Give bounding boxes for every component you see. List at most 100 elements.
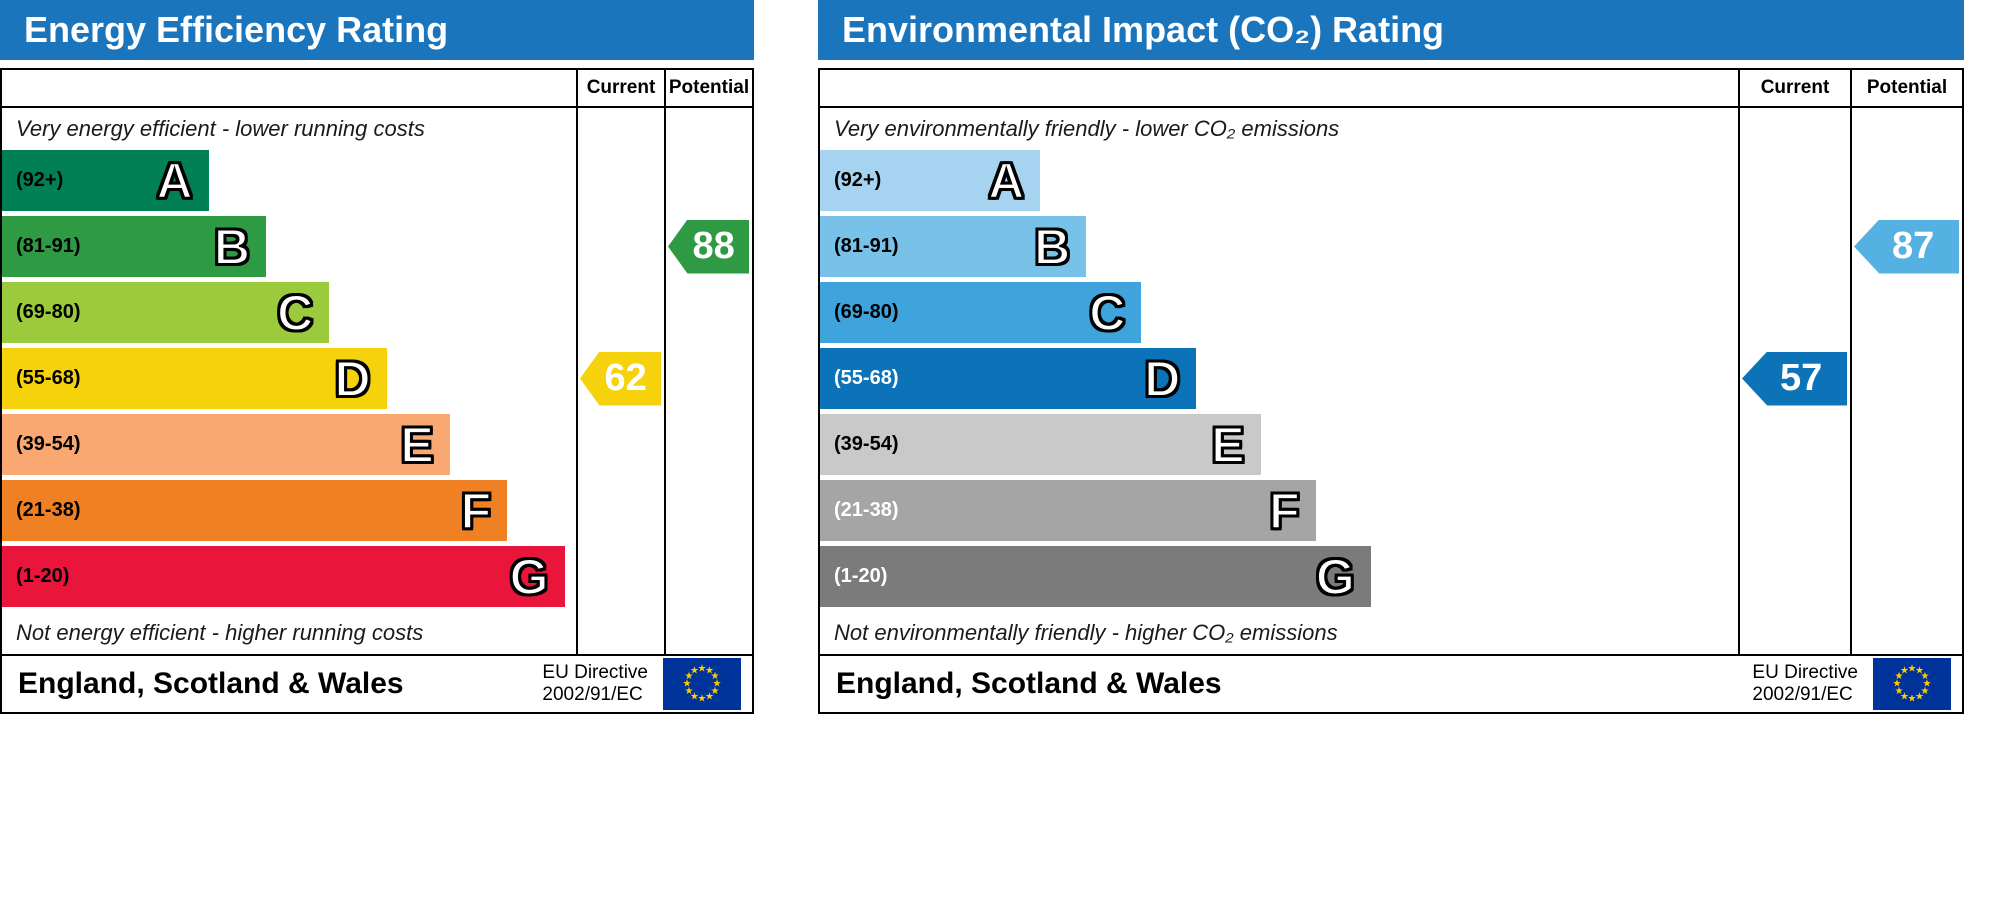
page-title: Energy Efficiency Rating bbox=[24, 9, 449, 50]
band-bar-g: (1-20) G bbox=[2, 546, 565, 607]
band-range: (92+) bbox=[834, 169, 882, 191]
band-letter: E bbox=[399, 416, 434, 473]
band-letter: B bbox=[213, 218, 251, 275]
band-row-e: (39-54) E bbox=[820, 414, 1738, 475]
band-letter: A bbox=[987, 152, 1025, 209]
svg-text:★: ★ bbox=[1921, 686, 1930, 697]
band-row-d: (55-68) D bbox=[820, 348, 1738, 409]
svg-text:★: ★ bbox=[1921, 671, 1930, 682]
svg-text:★: ★ bbox=[1908, 694, 1917, 705]
svg-text:★: ★ bbox=[705, 692, 714, 703]
band-range: (69-80) bbox=[834, 301, 899, 323]
band-row-g: (1-20) G bbox=[820, 546, 1738, 607]
current-rating-value: 62 bbox=[604, 357, 647, 399]
svg-text:★: ★ bbox=[1893, 679, 1902, 690]
eu-directive-line1: EU Directive bbox=[542, 662, 648, 684]
band-letter: C bbox=[1088, 284, 1126, 341]
bottom-note: Not energy efficient - higher running co… bbox=[16, 620, 424, 645]
band-row-g: (1-20) G bbox=[2, 546, 576, 607]
top-note: Very environmentally friendly - lower CO… bbox=[834, 116, 1340, 141]
svg-text:★: ★ bbox=[711, 686, 720, 697]
band-letter: F bbox=[460, 482, 493, 539]
band-range: (39-54) bbox=[16, 433, 81, 455]
svg-text:★: ★ bbox=[685, 671, 694, 682]
current-rating-marker: 62 bbox=[580, 351, 661, 406]
environmental-impact-title-bar: Environmental Impact (CO₂) Rating bbox=[818, 0, 1964, 60]
rating-scale-body: Very energy efficient - lower running co… bbox=[2, 108, 752, 654]
eu-directive-line2: 2002/91/EC bbox=[1752, 684, 1853, 705]
band-bar-c: (69-80) C bbox=[820, 282, 1142, 343]
potential-rating-value: 87 bbox=[1891, 225, 1935, 267]
svg-text:★: ★ bbox=[1895, 686, 1904, 697]
svg-text:★: ★ bbox=[1900, 666, 1909, 677]
svg-text:★: ★ bbox=[1900, 692, 1909, 703]
environmental-impact-panel: Environmental Impact (CO₂) Rating Curren… bbox=[818, 0, 1964, 714]
band-row-b: (81-91) B bbox=[2, 216, 576, 277]
band-range: (81-91) bbox=[16, 235, 81, 257]
current-column: 62 bbox=[576, 108, 664, 654]
svg-text:★: ★ bbox=[713, 679, 722, 690]
column-header-row: Current Potential bbox=[2, 70, 752, 108]
band-row-f: (21-38) F bbox=[820, 480, 1738, 541]
potential-rating-value: 88 bbox=[692, 225, 735, 267]
header-spacer bbox=[820, 70, 1738, 106]
potential-column: 87 bbox=[1850, 108, 1962, 654]
band-row-b: (81-91) B bbox=[820, 216, 1738, 277]
eu-flag-icon: ★ ★ ★ ★ ★ ★ ★ ★ ★ ★ ★ ★ bbox=[663, 658, 741, 710]
energy-efficiency-table: Current Potential Very energy efficient … bbox=[0, 68, 754, 714]
band-row-a: (92+) A bbox=[2, 150, 576, 211]
svg-text:★: ★ bbox=[698, 694, 707, 705]
band-row-d: (55-68) D bbox=[2, 348, 576, 409]
svg-text:★: ★ bbox=[1915, 666, 1924, 677]
band-letter: G bbox=[509, 548, 550, 605]
svg-text:★: ★ bbox=[705, 666, 714, 677]
band-bar-e: (39-54) E bbox=[2, 414, 450, 475]
band-bar-e: (39-54) E bbox=[820, 414, 1261, 475]
band-row-e: (39-54) E bbox=[2, 414, 576, 475]
band-range: (55-68) bbox=[16, 367, 81, 389]
column-header-row: Current Potential bbox=[820, 70, 1962, 108]
top-note: Very energy efficient - lower running co… bbox=[16, 116, 425, 141]
band-letter: G bbox=[1315, 548, 1356, 605]
potential-column: 88 bbox=[664, 108, 752, 654]
band-range: (92+) bbox=[16, 169, 64, 191]
band-bar-f: (21-38) F bbox=[2, 480, 508, 541]
eu-directive-label: EU Directive 2002/91/EC bbox=[542, 662, 648, 706]
potential-rating-marker: 87 bbox=[1854, 219, 1959, 274]
band-letter: C bbox=[276, 284, 314, 341]
band-bar-a: (92+) A bbox=[820, 150, 1041, 211]
current-rating-marker: 57 bbox=[1742, 351, 1847, 406]
band-range: (69-80) bbox=[16, 301, 81, 323]
band-row-c: (69-80) C bbox=[820, 282, 1738, 343]
page-title: Environmental Impact (CO₂) Rating bbox=[842, 9, 1445, 50]
band-range: (1-20) bbox=[16, 565, 70, 587]
current-column: 57 bbox=[1738, 108, 1850, 654]
band-range: (39-54) bbox=[834, 433, 899, 455]
region-label: England, Scotland & Wales bbox=[18, 667, 404, 700]
bands-area: Very energy efficient - lower running co… bbox=[2, 108, 576, 654]
table-footer: England, Scotland & Wales EU Directive 2… bbox=[820, 654, 1962, 712]
potential-column-header: Potential bbox=[664, 70, 752, 106]
svg-text:★: ★ bbox=[1915, 692, 1924, 703]
svg-text:★: ★ bbox=[711, 671, 720, 682]
region-label: England, Scotland & Wales bbox=[836, 667, 1222, 700]
band-letter: E bbox=[1210, 416, 1245, 473]
svg-text:★: ★ bbox=[685, 686, 694, 697]
svg-text:★: ★ bbox=[683, 679, 692, 690]
current-column-header: Current bbox=[1738, 70, 1850, 106]
eu-flag-icon: ★ ★ ★ ★ ★ ★ ★ ★ ★ ★ ★ ★ bbox=[1873, 658, 1951, 710]
band-range: (55-68) bbox=[834, 367, 899, 389]
svg-text:★: ★ bbox=[690, 692, 699, 703]
epc-rating-charts: Energy Efficiency Rating Current Potenti… bbox=[0, 0, 1964, 714]
current-column-header: Current bbox=[576, 70, 664, 106]
band-row-f: (21-38) F bbox=[2, 480, 576, 541]
eu-directive-line2: 2002/91/EC bbox=[542, 684, 643, 705]
band-range: (81-91) bbox=[834, 235, 899, 257]
band-range: (21-38) bbox=[16, 499, 81, 521]
band-bar-a: (92+) A bbox=[2, 150, 209, 211]
band-letter: F bbox=[1268, 482, 1301, 539]
svg-text:★: ★ bbox=[698, 664, 707, 675]
band-bar-d: (55-68) D bbox=[2, 348, 387, 409]
bottom-note: Not environmentally friendly - higher CO… bbox=[834, 620, 1338, 645]
band-bar-b: (81-91) B bbox=[2, 216, 267, 277]
